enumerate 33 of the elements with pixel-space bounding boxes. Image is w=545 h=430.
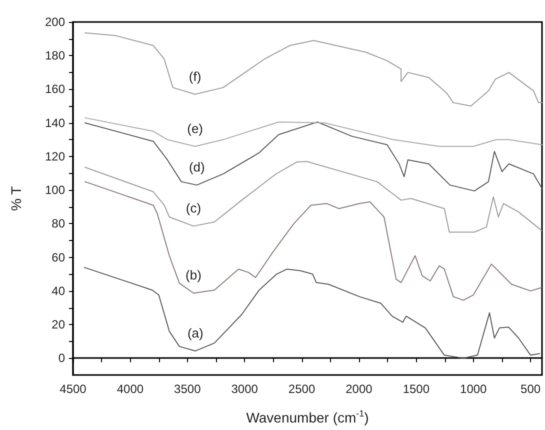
- series-label: (c): [186, 200, 202, 216]
- y-tick-label: 120: [44, 149, 66, 164]
- x-tick-label: 3000: [231, 382, 258, 396]
- y-tick-label: 20: [52, 318, 66, 332]
- x-tick-label: 2500: [288, 382, 316, 396]
- line-series: [84, 181, 542, 301]
- line-series: [84, 122, 542, 192]
- line-series: [84, 161, 542, 233]
- y-tick-label: 60: [52, 250, 66, 264]
- x-tick-label: 4000: [116, 382, 144, 396]
- y-tick-label: 140: [44, 116, 66, 130]
- y-tick-label: 180: [44, 48, 66, 63]
- series-label: (b): [186, 268, 202, 283]
- x-tick-label: 4500: [60, 382, 87, 396]
- x-tick-label: 2000: [346, 382, 373, 396]
- series-label: (f): [188, 68, 202, 84]
- y-tick-label: 160: [44, 82, 66, 96]
- series-label: (e): [187, 120, 203, 136]
- y-tick-label: 100: [44, 183, 66, 198]
- y-tick-label: 80: [52, 216, 66, 231]
- x-tick-label: 500: [520, 382, 541, 396]
- y-tick-label: 200: [44, 15, 66, 29]
- line-series: [84, 32, 542, 107]
- line-series: [84, 266, 540, 359]
- line-series: [84, 117, 542, 147]
- x-tick-label: 1500: [402, 382, 430, 396]
- y-axis-title: % T: [8, 186, 24, 211]
- series-label: (a): [187, 325, 204, 340]
- x-tick-label: 1000: [460, 382, 488, 396]
- y-tick-label: 40: [52, 284, 66, 298]
- y-tick-label: 0: [58, 351, 66, 366]
- x-tick-label: 3500: [174, 382, 202, 396]
- series-label: (d): [188, 160, 205, 175]
